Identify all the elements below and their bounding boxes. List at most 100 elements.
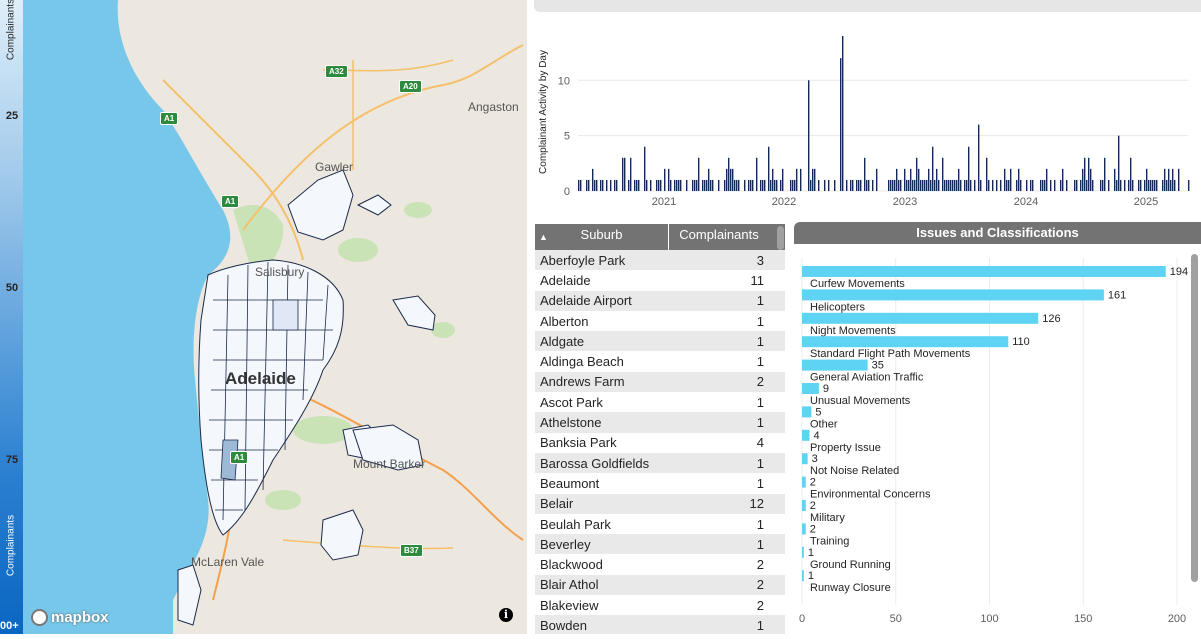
activity-day-bar[interactable] (1010, 168, 1012, 191)
activity-day-bar[interactable] (1018, 168, 1020, 191)
activity-day-bar[interactable] (762, 179, 764, 191)
activity-day-bar[interactable] (622, 157, 624, 191)
activity-day-bar[interactable] (726, 168, 728, 191)
activity-day-bar[interactable] (988, 179, 990, 191)
activity-day-bar[interactable] (694, 179, 696, 191)
table-row[interactable]: Athelstone 1 (535, 412, 785, 433)
issue-bar[interactable] (802, 429, 810, 441)
activity-day-bar[interactable] (1188, 179, 1190, 191)
activity-day-bar[interactable] (760, 179, 762, 191)
table-row[interactable]: Beaumont 1 (535, 473, 785, 494)
issue-bar[interactable] (802, 453, 808, 465)
activity-day-bar[interactable] (1156, 179, 1158, 191)
table-row[interactable]: Aldinga Beach 1 (535, 351, 785, 372)
activity-day-bar[interactable] (600, 179, 602, 191)
activity-day-bar[interactable] (1140, 179, 1142, 191)
activity-day-bar[interactable] (834, 179, 836, 191)
activity-day-bar[interactable] (1090, 168, 1092, 191)
activity-day-bar[interactable] (588, 179, 590, 191)
activity-day-bar[interactable] (1172, 168, 1174, 191)
activity-day-bar[interactable] (772, 168, 774, 191)
activity-day-bar[interactable] (980, 179, 982, 191)
table-row[interactable]: Belair 12 (535, 493, 785, 514)
activity-day-bar[interactable] (1060, 179, 1062, 191)
activity-day-bar[interactable] (676, 179, 678, 191)
complaints-map[interactable]: Angaston Gawler Salisbury Adelaide Mount… (23, 0, 527, 634)
activity-day-bar[interactable] (738, 179, 740, 191)
activity-day-bar[interactable] (774, 179, 776, 191)
issue-bar[interactable] (802, 570, 804, 582)
activity-day-bar[interactable] (1088, 157, 1090, 191)
activity-day-bar[interactable] (748, 179, 750, 191)
activity-day-bar[interactable] (1008, 179, 1010, 191)
activity-day-bar[interactable] (602, 179, 604, 191)
activity-day-bar[interactable] (658, 179, 660, 191)
activity-day-bar[interactable] (650, 179, 652, 191)
activity-day-bar[interactable] (710, 179, 712, 191)
activity-day-bar[interactable] (954, 179, 956, 191)
activity-day-bar[interactable] (660, 179, 662, 191)
activity-day-bar[interactable] (978, 124, 980, 191)
info-icon[interactable]: i (499, 608, 513, 622)
activity-day-bar[interactable] (1108, 179, 1110, 191)
activity-day-bar[interactable] (692, 179, 694, 191)
activity-day-bar[interactable] (1162, 179, 1164, 191)
activity-day-bar[interactable] (782, 168, 784, 191)
activity-day-bar[interactable] (968, 146, 970, 191)
activity-day-bar[interactable] (708, 168, 710, 191)
activity-day-bar[interactable] (1130, 157, 1132, 191)
activity-day-bar[interactable] (904, 168, 906, 191)
activity-day-bar[interactable] (1154, 179, 1156, 191)
activity-day-bar[interactable] (912, 179, 914, 191)
activity-day-bar[interactable] (1120, 179, 1122, 191)
activity-day-bar[interactable] (1128, 179, 1130, 191)
activity-day-bar[interactable] (928, 168, 930, 191)
activity-day-bar[interactable] (890, 179, 892, 191)
activity-day-bar[interactable] (1166, 179, 1168, 191)
activity-day-bar[interactable] (960, 179, 962, 191)
activity-day-bar[interactable] (942, 157, 944, 191)
activity-day-bar[interactable] (724, 179, 726, 191)
activity-day-bar[interactable] (776, 179, 778, 191)
activity-day-bar[interactable] (1092, 179, 1094, 191)
activity-day-bar[interactable] (1102, 179, 1104, 191)
table-row[interactable]: Alberton 1 (535, 310, 785, 332)
activity-day-bar[interactable] (1144, 179, 1146, 191)
activity-day-bar[interactable] (1150, 179, 1152, 191)
activity-day-bar[interactable] (610, 179, 612, 191)
table-row[interactable]: Blackwood 2 (535, 554, 785, 575)
activity-day-bar[interactable] (896, 168, 898, 191)
activity-day-bar[interactable] (644, 146, 646, 191)
activity-day-bar[interactable] (680, 179, 682, 191)
activity-day-bar[interactable] (936, 168, 938, 191)
activity-day-bar[interactable] (756, 157, 758, 191)
activity-day-bar[interactable] (1076, 179, 1078, 191)
activity-day-bar[interactable] (638, 179, 640, 191)
issue-bar[interactable] (802, 266, 1166, 277)
issue-bar[interactable] (802, 500, 806, 511)
activity-day-bar[interactable] (764, 179, 766, 191)
activity-day-bar[interactable] (634, 179, 636, 191)
activity-day-bar[interactable] (1026, 179, 1028, 191)
activity-day-bar[interactable] (938, 179, 940, 191)
activity-day-bar[interactable] (898, 179, 900, 191)
table-row[interactable]: Adelaide 11 (535, 270, 785, 291)
activity-day-bar[interactable] (752, 179, 754, 191)
activity-day-bar[interactable] (892, 179, 894, 191)
activity-day-bar[interactable] (922, 179, 924, 191)
activity-day-bar[interactable] (1178, 168, 1180, 191)
activity-day-bar[interactable] (1080, 179, 1082, 191)
issue-bar[interactable] (802, 359, 868, 371)
activity-day-bar[interactable] (920, 179, 922, 191)
activity-day-bar[interactable] (888, 179, 890, 191)
activity-day-bar[interactable] (732, 168, 734, 191)
activity-day-bar[interactable] (1030, 179, 1032, 191)
activity-day-bar[interactable] (818, 179, 820, 191)
activity-day-bar[interactable] (1118, 135, 1120, 191)
activity-day-bar[interactable] (864, 157, 866, 191)
activity-day-bar[interactable] (794, 179, 796, 191)
issue-bar[interactable] (802, 383, 819, 394)
activity-day-bar[interactable] (860, 179, 862, 191)
table-row[interactable]: Beverley 1 (535, 534, 785, 555)
mapbox-logo[interactable]: mapbox (31, 609, 109, 626)
